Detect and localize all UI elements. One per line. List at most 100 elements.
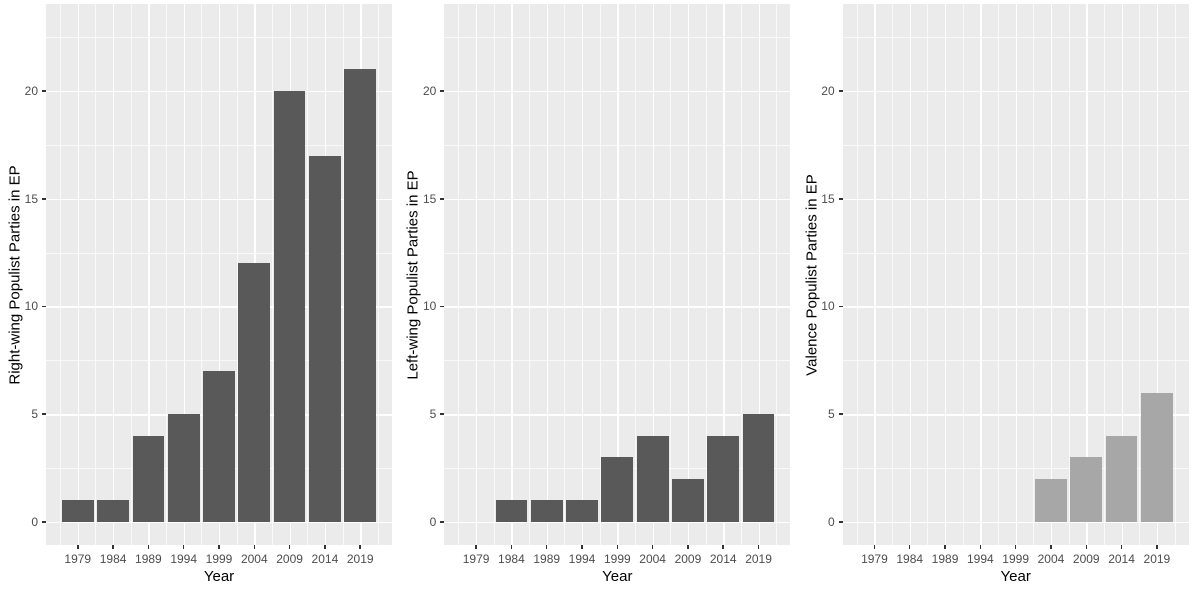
y-axis-tick-mark	[440, 413, 445, 415]
bar-2009	[672, 478, 704, 522]
x-axis-tick-mark	[581, 545, 583, 549]
gridline-minor-vertical	[1139, 4, 1141, 545]
gridline-minor-vertical	[776, 4, 777, 545]
bar-2014	[707, 435, 740, 522]
y-axis-title: Valence Populist Parties in EP	[803, 173, 821, 376]
gridline-minor-vertical	[892, 4, 893, 545]
x-axis-tick-mark	[1085, 545, 1088, 549]
gridline-minor-vertical	[740, 4, 742, 545]
x-axis-tick-mark	[545, 545, 548, 549]
gridline-major-vertical	[1086, 4, 1088, 545]
y-axis-tick-mark	[440, 305, 445, 308]
x-tick-label: 2004	[639, 552, 666, 566]
x-axis-tick-mark	[1156, 545, 1158, 549]
x-axis-tick-mark	[218, 545, 220, 549]
y-axis-tick-mark	[42, 413, 46, 415]
bar-2019	[742, 414, 775, 522]
x-tick-label: 1989	[533, 552, 561, 566]
gridline-minor-vertical	[236, 4, 238, 545]
gridline-major-vertical	[219, 4, 221, 545]
bar-2014	[309, 155, 341, 522]
bar-1999	[203, 371, 235, 522]
y-tick-label: 10	[422, 299, 437, 314]
bar-1984	[97, 500, 129, 522]
x-axis-tick-mark	[182, 545, 185, 549]
x-tick-label: 2004	[240, 552, 268, 566]
gridline-minor-vertical	[95, 4, 97, 545]
bar-1994	[566, 500, 598, 522]
x-axis-tick-mark	[359, 545, 361, 549]
x-axis-tick-mark	[757, 545, 760, 549]
gridline-minor-vertical	[599, 4, 601, 545]
gridline-major-vertical	[723, 4, 725, 545]
bar-1989	[530, 500, 563, 522]
x-tick-label: 1999	[1002, 552, 1030, 566]
y-tick-label: 10	[821, 299, 835, 314]
gridline-minor-vertical	[1103, 4, 1105, 545]
bar-2009	[273, 91, 306, 522]
gridline-major-vertical	[758, 4, 760, 545]
x-axis-tick-mark	[1050, 545, 1052, 549]
y-tick-label: 20	[24, 84, 38, 99]
gridline-minor-vertical	[705, 4, 707, 545]
gridline-major-vertical	[77, 4, 80, 545]
y-axis-tick-mark	[440, 521, 445, 523]
chart-left-wing-populist: 0 5 10 15 20 1979 1984 1989 1994 1999 2004 2009 2014…	[398, 0, 796, 592]
y-tick-label: 5	[827, 407, 835, 422]
x-tick-label: 2014	[709, 552, 737, 566]
plot-panel	[46, 4, 392, 545]
bar-2004	[1035, 478, 1067, 522]
bar-2004	[636, 435, 669, 522]
y-axis-tick-mark	[440, 90, 445, 92]
x-tick-label: 1999	[205, 552, 233, 566]
gridline-major-vertical	[511, 4, 513, 545]
x-axis-tick-mark	[147, 545, 150, 549]
x-tick-label: 1999	[603, 552, 631, 566]
gridline-minor-vertical	[60, 4, 61, 545]
y-tick-label: 15	[821, 191, 835, 206]
gridline-major-vertical	[582, 4, 584, 545]
y-axis-tick-mark	[838, 305, 843, 308]
y-axis-tick-mark	[42, 90, 46, 92]
gridline-minor-vertical	[458, 4, 460, 545]
x-tick-label: 1979	[462, 552, 490, 566]
y-axis-tick-mark	[42, 305, 46, 308]
x-axis-tick-mark	[908, 545, 911, 549]
x-axis-tick-mark	[510, 545, 513, 549]
y-tick-label: 5	[429, 407, 437, 422]
x-tick-label: 2019	[346, 552, 374, 566]
chart-right-wing-populist: 0 5 10 15 20 1979 1984 1989 1994 1999 2004 2009 2014…	[0, 0, 398, 592]
gridline-minor-vertical	[634, 4, 636, 545]
gridline-major-vertical	[617, 4, 619, 545]
bar-1999	[601, 457, 634, 522]
gridline-minor-vertical	[564, 4, 566, 545]
gridline-minor-vertical	[856, 4, 858, 545]
plot-panel	[444, 4, 791, 545]
x-axis-tick-mark	[873, 545, 876, 549]
x-tick-label: 1994	[170, 552, 198, 566]
gridline-minor-vertical	[670, 4, 672, 545]
gridline-major-vertical	[546, 4, 549, 545]
x-tick-label: 2014	[1108, 552, 1135, 566]
gridline-minor-vertical	[1068, 4, 1070, 545]
gridline-minor-vertical	[130, 4, 132, 545]
y-axis-tick-mark	[42, 198, 46, 200]
y-tick-label: 10	[24, 299, 38, 314]
x-tick-label: 1989	[931, 552, 959, 566]
gridline-major-vertical	[1156, 4, 1159, 545]
gridline-major-vertical	[1050, 4, 1053, 545]
gridline-major-vertical	[874, 4, 876, 545]
gridline-major-vertical	[909, 4, 912, 545]
x-tick-label: 1994	[966, 552, 994, 566]
x-axis-tick-mark	[112, 545, 114, 549]
gridline-minor-vertical	[271, 4, 273, 545]
x-tick-label: 2009	[674, 552, 702, 566]
x-axis-tick-mark	[253, 545, 256, 549]
x-tick-label: 2009	[276, 552, 303, 566]
bar-2014	[1105, 435, 1138, 522]
x-axis-tick-mark	[1014, 545, 1017, 549]
x-tick-label: 1994	[568, 552, 596, 566]
gridline-minor-vertical	[493, 4, 495, 545]
gridline-minor-vertical	[201, 4, 203, 545]
